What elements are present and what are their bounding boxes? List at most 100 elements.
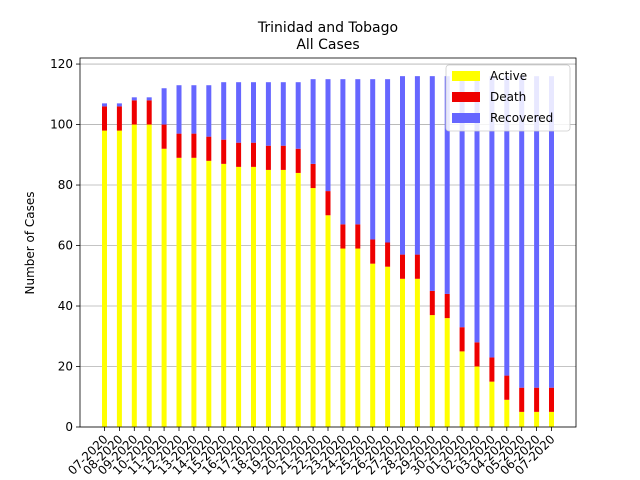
bar-recovered [355, 79, 361, 225]
bar-recovered [340, 79, 346, 225]
bar-active [221, 163, 227, 427]
bar-death [489, 357, 495, 382]
bars [102, 76, 554, 428]
bar-recovered [161, 88, 167, 125]
y-tick-label: 60 [58, 239, 73, 253]
legend-label-death: Death [490, 90, 526, 104]
bar-death [355, 224, 361, 249]
y-tick-label: 0 [65, 420, 73, 434]
bar-death [534, 387, 540, 412]
bar-active [414, 278, 420, 427]
bar-recovered [191, 85, 197, 134]
bar-death [116, 106, 122, 131]
y-tick-label: 80 [58, 178, 73, 192]
bar-recovered [310, 79, 316, 164]
bar-recovered [459, 76, 465, 328]
y-tick-label: 100 [50, 118, 73, 132]
bar-active [504, 399, 510, 427]
bar-recovered [176, 85, 182, 134]
y-axis-label: Number of Cases [23, 191, 37, 294]
bar-death [504, 375, 510, 400]
bar-death [161, 124, 167, 149]
y-tick-label: 120 [50, 57, 73, 71]
bar-recovered [370, 79, 376, 240]
bar-active [325, 215, 331, 427]
bar-recovered [414, 76, 420, 255]
bar-active [429, 315, 435, 427]
bar-death [519, 387, 525, 412]
bar-recovered [534, 76, 540, 388]
bar-recovered [519, 76, 525, 388]
legend-label-recovered: Recovered [490, 111, 553, 125]
bar-recovered [400, 76, 405, 255]
bar-recovered [206, 85, 212, 137]
bar-recovered [474, 76, 480, 343]
bar-death [310, 163, 316, 189]
bar-recovered [251, 82, 256, 143]
bar-recovered [236, 82, 242, 143]
bar-active [385, 266, 391, 427]
bar-death [459, 327, 465, 352]
bar-recovered [280, 82, 286, 146]
bar-death [191, 133, 197, 158]
bar-death [131, 100, 137, 125]
legend-label-active: Active [490, 69, 527, 83]
axes: 02040608010012007-202008-202009-202010-2… [50, 57, 577, 478]
bar-active [265, 169, 271, 427]
legend: Active Death Recovered [445, 64, 571, 132]
bar-active [534, 411, 540, 427]
bar-recovered [549, 76, 554, 388]
bar-recovered [102, 103, 107, 107]
legend-swatch-active [452, 71, 480, 81]
bar-active [161, 148, 167, 427]
bar-active [131, 124, 137, 427]
bar-death [385, 242, 391, 267]
bar-active [116, 130, 122, 428]
bar-recovered [146, 97, 152, 101]
plot-frame [79, 57, 577, 428]
bar-death [251, 142, 256, 167]
bar-active [489, 381, 495, 427]
bar-death [221, 139, 227, 164]
bar-death [325, 191, 331, 216]
bar-recovered [444, 76, 450, 294]
bar-active [146, 124, 152, 427]
bar-death [102, 106, 107, 131]
bar-active [280, 169, 286, 427]
bar-active [549, 411, 554, 427]
bar-death [176, 133, 182, 158]
bar-death [444, 293, 450, 319]
bar-active [474, 366, 480, 427]
bar-recovered [489, 76, 495, 358]
bar-recovered [116, 103, 122, 107]
bar-death [429, 290, 435, 316]
bar-active [206, 160, 212, 427]
chart-subtitle: All Cases [296, 37, 359, 53]
bar-death [265, 145, 271, 170]
bar-active [102, 130, 107, 428]
bar-death [370, 239, 376, 264]
bar-recovered [385, 79, 391, 243]
bar-death [206, 136, 212, 161]
bar-recovered [325, 79, 331, 192]
bar-active [310, 188, 316, 427]
bar-active [355, 248, 361, 427]
legend-swatch-death [452, 92, 480, 102]
bar-active [295, 172, 301, 427]
bar-recovered [504, 76, 510, 376]
bar-recovered [265, 82, 271, 146]
bar-death [280, 145, 286, 170]
legend-swatch-recovered [452, 113, 480, 123]
bar-recovered [429, 76, 435, 291]
chart-title: Trinidad and Tobago [257, 20, 398, 36]
bar-death [146, 100, 152, 125]
bar-death [400, 254, 405, 279]
bar-active [519, 411, 525, 427]
bar-active [191, 157, 197, 428]
bar-active [400, 278, 405, 427]
bar-death [414, 254, 420, 279]
bar-recovered [295, 82, 301, 149]
bar-active [444, 318, 450, 427]
bar-death [236, 142, 242, 167]
